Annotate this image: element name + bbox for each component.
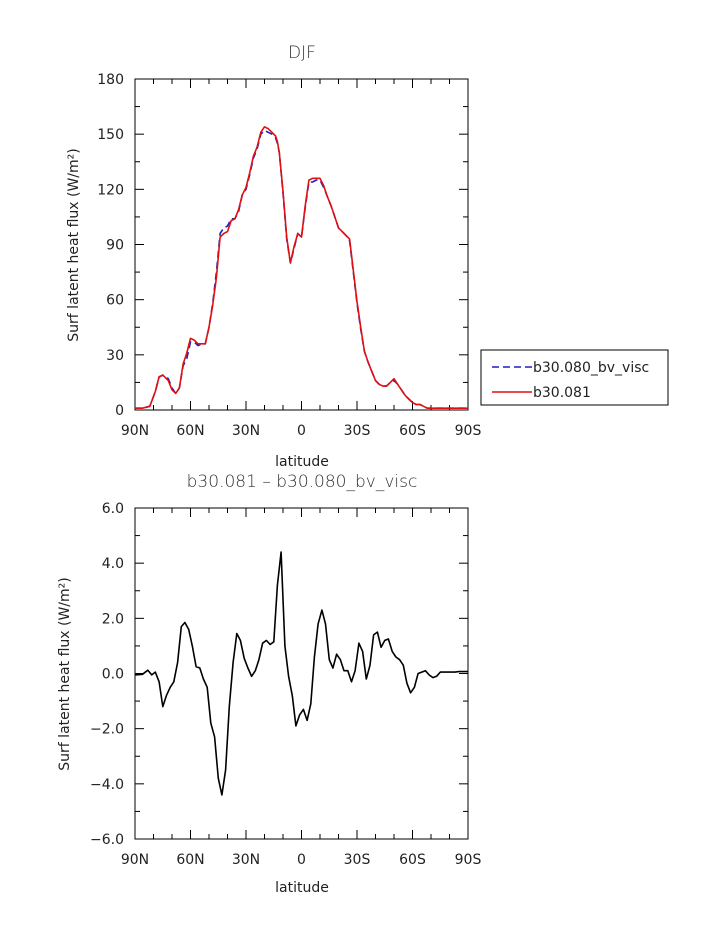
top-x-tick-label: 90S xyxy=(455,423,482,439)
bottom-x-tick-label: 90N xyxy=(121,852,149,868)
top-y-tick-label: 150 xyxy=(97,127,124,143)
legend-label-b30-080: b30.080_bv_visc xyxy=(533,360,649,376)
top-y-tick-label: 60 xyxy=(106,293,124,309)
bottom-series-lines xyxy=(134,551,468,796)
bottom-y-tick-label: 4.0 xyxy=(102,556,124,572)
bottom-y-tick-label: 2.0 xyxy=(102,611,124,627)
top-chart-title: DJF xyxy=(288,43,316,63)
bottom-chart-title: b30.081 – b30.080_bv_visc xyxy=(187,472,418,492)
legend-label-b30-081: b30.081 xyxy=(533,385,591,401)
bottom-x-tick-label: 30N xyxy=(232,852,260,868)
bottom-y-axis-label: Surf latent heat flux (W/m²) xyxy=(57,577,73,770)
top-ticks: 90N 60N 30N 0 30S 60S 90S 0 30 60 90 120 150 180 xyxy=(97,72,481,439)
bottom-series-line-0 xyxy=(134,551,468,796)
top-x-axis-label: latitude xyxy=(275,454,329,470)
bottom-x-axis-label: latitude xyxy=(275,880,329,896)
bottom-y-tick-label: −6.0 xyxy=(90,832,124,848)
top-x-tick-label: 60N xyxy=(176,423,204,439)
bottom-ticks: 90N 60N 30N 0 30S 60S 90S −6.0 −4.0 −2.0 0.0 2.0 4.0… xyxy=(90,501,481,868)
bottom-y-tick-label: 6.0 xyxy=(102,501,124,517)
top-y-tick-label: 120 xyxy=(97,182,124,198)
bottom-panel: b30.081 – b30.080_bv_visc 90N 60N 30N 0 30S 6… xyxy=(57,472,481,896)
top-y-tick-label: 180 xyxy=(97,72,124,88)
top-panel: DJF 90N 60N 30N 0 30S 60S 90S0306090120150180 … xyxy=(66,43,669,470)
top-x-tick-label: 30N xyxy=(232,423,260,439)
top-x-tick-label: 0 xyxy=(297,423,306,439)
top-x-tick-label: 60S xyxy=(399,423,426,439)
bottom-x-tick-label: 60S xyxy=(399,852,426,868)
bottom-x-tick-label: 30S xyxy=(344,852,371,868)
top-y-tick-label: 30 xyxy=(106,348,124,364)
top-y-tick-label: 0 xyxy=(115,403,124,419)
bottom-y-tick-label: −2.0 xyxy=(90,722,124,738)
bottom-x-tick-label: 0 xyxy=(297,852,306,868)
bottom-x-tick-label: 60N xyxy=(176,852,204,868)
bottom-y-tick-label: 0.0 xyxy=(102,667,124,683)
top-series-line-1 xyxy=(135,126,468,410)
top-series-line-0 xyxy=(135,129,468,410)
top-x-tick-label: 90N xyxy=(121,423,149,439)
top-y-tick-label: 90 xyxy=(106,238,124,254)
legend: b30.080_bv_visc b30.081 xyxy=(480,349,669,406)
top-series-lines xyxy=(135,126,468,410)
top-y-axis-label: Surf latent heat flux (W/m²) xyxy=(66,148,82,341)
top-x-tick-label: 30S xyxy=(344,423,371,439)
legend-box xyxy=(480,349,669,406)
bottom-x-tick-label: 90S xyxy=(455,852,482,868)
bottom-y-tick-label: −4.0 xyxy=(90,777,124,793)
